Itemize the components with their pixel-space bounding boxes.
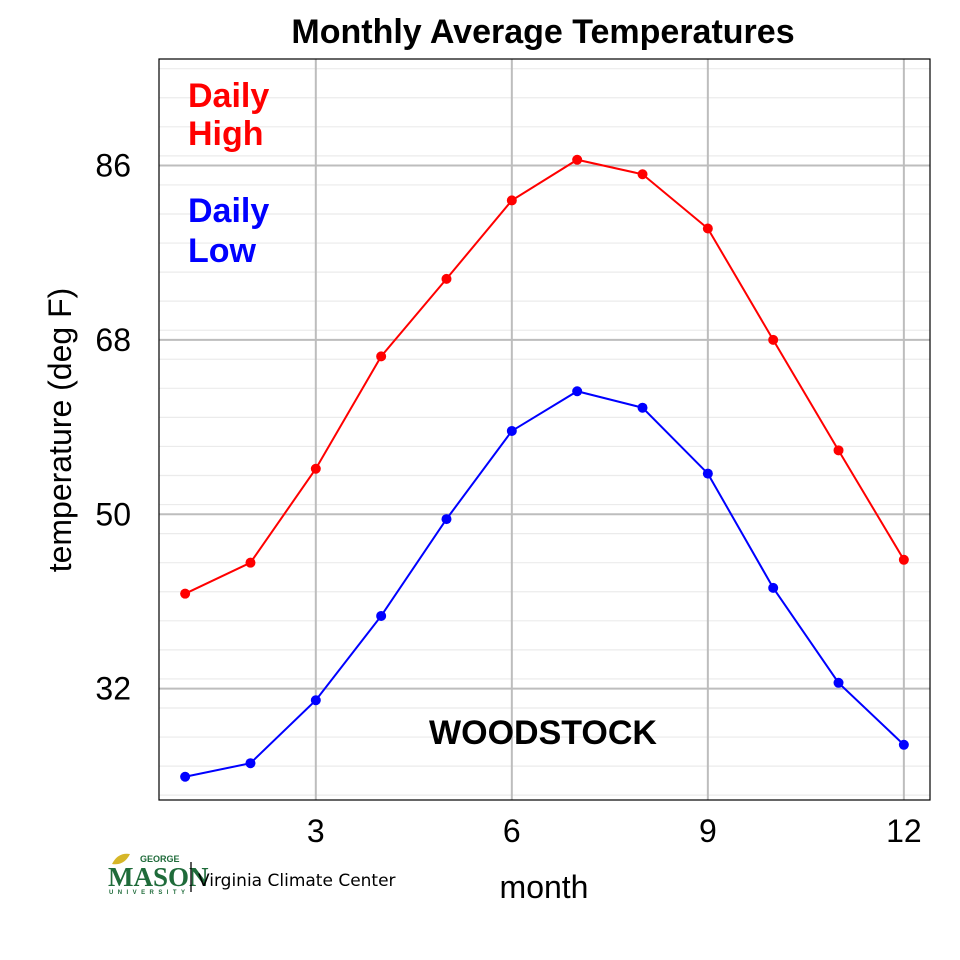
y-axis-label: temperature (deg F)	[42, 288, 78, 573]
legend-high-line1: Daily	[188, 77, 269, 115]
daily-high-point	[506, 195, 517, 206]
daily-high-point	[637, 169, 648, 180]
y-tick-label: 86	[95, 148, 131, 184]
daily-low-point	[768, 582, 779, 593]
daily-high-point	[702, 223, 713, 234]
daily-low-point	[506, 425, 517, 436]
daily-high-point	[441, 273, 452, 284]
daily-high-point	[833, 445, 844, 456]
logo-vcc-text: Virginia Climate Center	[198, 871, 396, 891]
y-tick-label: 68	[95, 322, 131, 358]
daily-high-point	[898, 554, 909, 565]
major-grid	[159, 59, 930, 800]
legend-low-line1: Daily	[188, 192, 269, 230]
daily-low-point	[637, 402, 648, 413]
daily-low-point	[898, 739, 909, 750]
legend-high-line2: High	[188, 115, 264, 153]
daily-high-point	[572, 154, 583, 165]
y-tick-label: 32	[95, 671, 131, 707]
daily-low-point	[833, 677, 844, 688]
logo-leaf-icon	[112, 853, 130, 865]
y-tick-labels: 32 50 68 86	[95, 148, 131, 707]
legend: Daily High Daily Low	[188, 77, 269, 270]
y-tick-label: 50	[95, 496, 131, 532]
x-tick-label: 12	[886, 813, 922, 849]
daily-low-point	[180, 771, 191, 782]
logo-george: GEORGE	[140, 854, 180, 864]
daily-high-point	[376, 351, 387, 362]
daily-low-point	[310, 695, 321, 706]
logo-mason: MASON	[108, 862, 209, 892]
daily-high-point	[310, 463, 321, 474]
daily-low-point	[441, 514, 452, 525]
minor-grid	[159, 68, 930, 796]
daily-high-line	[184, 158, 905, 595]
plot-border	[158, 58, 931, 801]
x-tick-label: 9	[699, 813, 717, 849]
x-tick-label: 3	[307, 813, 325, 849]
daily-high-point	[180, 588, 191, 599]
daily-low-point	[572, 386, 583, 397]
daily-low-point	[702, 468, 713, 479]
legend-low-line2: Low	[188, 232, 257, 270]
daily-low-line	[184, 390, 905, 778]
x-axis-label: month	[500, 869, 589, 905]
daily-high-point	[245, 557, 256, 568]
x-tick-label: 6	[503, 813, 521, 849]
chart-title: Monthly Average Temperatures	[291, 13, 794, 51]
daily-low-point	[376, 610, 387, 621]
station-name: WOODSTOCK	[429, 714, 657, 752]
daily-high-point	[768, 334, 779, 345]
x-tick-labels: 3 6 9 12	[307, 813, 922, 849]
series-layer	[180, 154, 909, 782]
daily-low-point	[245, 758, 256, 769]
gmu-vcc-logo: GEORGE MASON UNIVERSITY Virginia Climate…	[108, 853, 396, 896]
